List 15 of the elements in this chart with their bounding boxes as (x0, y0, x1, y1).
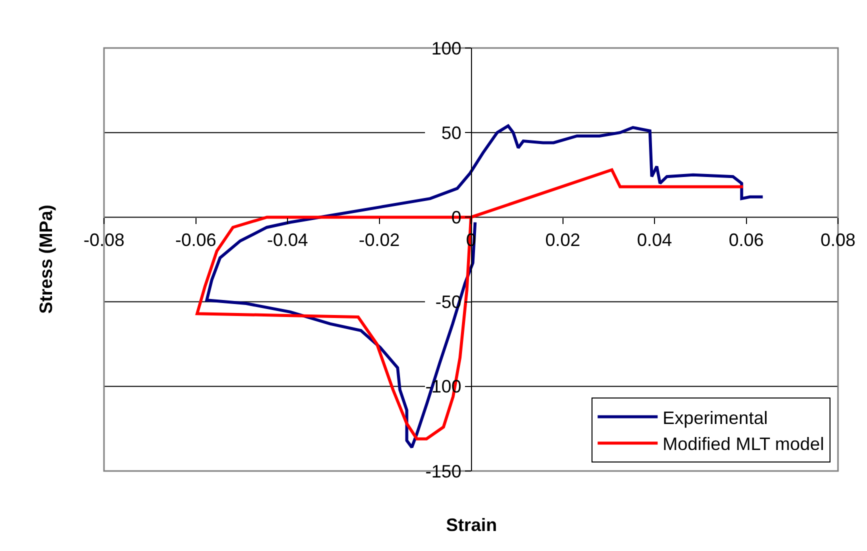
legend-label: Experimental (662, 408, 768, 428)
y-tick-label: -150 (425, 461, 462, 482)
x-tick-label: 0.06 (728, 230, 764, 250)
x-tick-label: -0.08 (83, 230, 125, 250)
x-tick-label: 0.02 (545, 230, 580, 250)
x-tick-label: 0.04 (636, 230, 672, 250)
y-tick-label: 100 (431, 38, 462, 58)
x-tick-label: -0.06 (175, 230, 216, 250)
x-tick-label: -0.02 (358, 230, 400, 250)
x-tick-label: -0.04 (266, 230, 308, 250)
x-axis-title: Strain (446, 515, 498, 535)
y-axis-title: Stress (MPa) (36, 204, 56, 314)
legend-label: Modified MLT model (662, 434, 824, 454)
x-tick-label: 0.08 (820, 230, 856, 250)
y-tick-label: 50 (441, 122, 462, 143)
